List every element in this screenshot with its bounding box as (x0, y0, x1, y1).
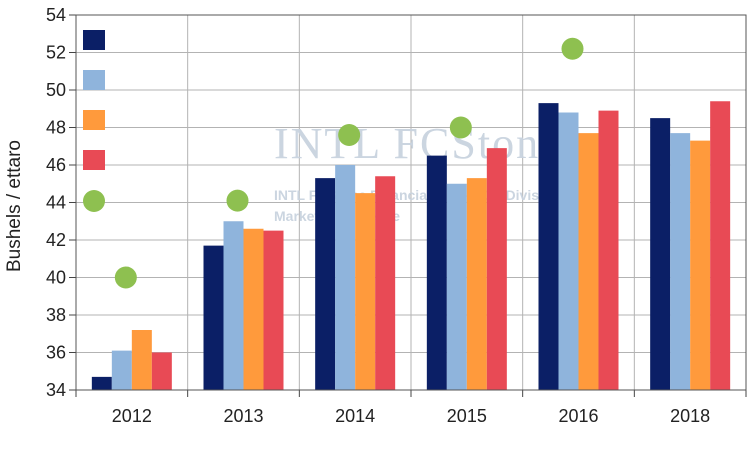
legend-swatch-5 (83, 190, 105, 212)
bar-series-3-2015 (466, 178, 487, 390)
y-tick-label: 40 (46, 268, 66, 288)
bar-series-3-2012 (131, 330, 152, 390)
y-tick-label: 54 (46, 5, 66, 25)
y-tick-label: 46 (46, 155, 66, 175)
bar-series-4-2013 (263, 230, 284, 390)
bar-series-2-2014 (335, 165, 356, 390)
points (114, 37, 584, 289)
y-tick-label: 52 (46, 43, 66, 63)
y-tick-label: 34 (46, 380, 66, 400)
axes: 34 36 38 40 42 44 46 48 50 52 54 2012 2013 2014 2015 20… (46, 5, 747, 426)
bar-series-1-2014 (315, 178, 336, 390)
x-tick-label: 2016 (558, 406, 598, 426)
watermark-title: INTL FCStone (274, 119, 562, 168)
bar-series-2-2013 (223, 221, 244, 390)
plot-frame (75, 14, 747, 391)
point-2012 (114, 266, 137, 289)
bar-series-4-2012 (151, 352, 172, 390)
bar-series-2-2018 (670, 133, 691, 390)
y-axis-title: Bushels / ettaro (4, 140, 25, 272)
y-tick-label: 36 (46, 343, 66, 363)
x-tick-label: 2018 (670, 406, 710, 426)
y-tick-label: 50 (46, 80, 66, 100)
bar-series-2-2016 (558, 112, 579, 390)
x-tick-label: 2012 (112, 406, 152, 426)
bar-series-2-2012 (111, 350, 132, 390)
bar-series-3-2018 (690, 140, 711, 390)
bar-series-4-2014 (375, 176, 396, 390)
bar-series-1-2012 (91, 376, 112, 390)
legend-swatch-3 (83, 110, 105, 130)
bars (91, 101, 731, 390)
y-tick-label: 44 (46, 193, 66, 213)
y-tick-label: 42 (46, 230, 66, 250)
bar-series-4-2016 (598, 110, 619, 390)
bar-series-3-2014 (355, 193, 376, 390)
point-2013 (226, 189, 249, 212)
point-2016 (561, 37, 584, 60)
x-tick-label: 2013 (223, 406, 263, 426)
legend (83, 30, 105, 212)
legend-swatch-2 (83, 70, 105, 90)
x-tick-label: 2015 (447, 406, 487, 426)
bar-series-1-2015 (426, 155, 447, 390)
point-2015 (449, 116, 472, 139)
bar-series-1-2013 (203, 245, 224, 390)
y-tick-label: 48 (46, 118, 66, 138)
bar-series-2-2015 (446, 183, 467, 390)
bar-series-1-2016 (538, 103, 559, 390)
x-tick-label: 2014 (335, 406, 375, 426)
bar-series-1-2018 (650, 118, 671, 390)
y-tick-label: 38 (46, 305, 66, 325)
bar-series-4-2015 (486, 148, 507, 390)
bar-series-4-2018 (710, 101, 731, 390)
bar-series-3-2016 (578, 133, 599, 390)
bar-series-3-2013 (243, 228, 264, 390)
legend-swatch-1 (83, 30, 105, 50)
legend-swatch-4 (83, 150, 105, 170)
point-2014 (338, 124, 361, 146)
